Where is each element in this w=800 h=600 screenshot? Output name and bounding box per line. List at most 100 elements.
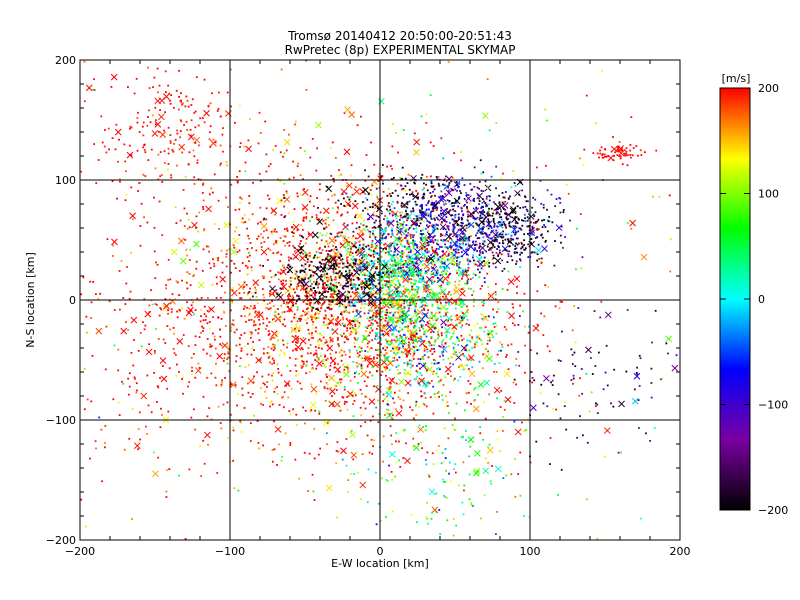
scatter-point (519, 266, 521, 268)
scatter-point (431, 210, 434, 212)
scatter-point (418, 327, 421, 329)
scatter-point (166, 325, 169, 328)
scatter-point (481, 301, 484, 304)
scatter-point (230, 383, 233, 386)
scatter-point (460, 306, 463, 308)
scatter-point (378, 314, 381, 317)
scatter-point (370, 280, 373, 282)
scatter-point (509, 207, 517, 215)
scatter-point (341, 335, 343, 338)
scatter-point (326, 387, 329, 390)
scatter-point (363, 300, 366, 303)
scatter-point (413, 181, 416, 184)
scatter-point (396, 352, 399, 354)
scatter-point (325, 341, 328, 343)
scatter-point (260, 402, 263, 405)
scatter-point (433, 263, 436, 266)
scatter-point (382, 347, 385, 350)
scatter-point (343, 385, 346, 388)
scatter-point (390, 271, 392, 273)
scatter-point (424, 211, 427, 213)
scatter-point (414, 282, 417, 285)
scatter-point (383, 218, 385, 221)
scatter-point (448, 345, 451, 348)
scatter-point (527, 418, 529, 421)
scatter-point (469, 382, 472, 385)
scatter-point (447, 437, 450, 440)
scatter-point (472, 199, 475, 202)
scatter-point (407, 363, 410, 365)
scatter-point (474, 248, 477, 251)
scatter-point (368, 248, 371, 251)
scatter-point (291, 226, 293, 228)
scatter-point (426, 261, 429, 264)
scatter-point (480, 172, 483, 175)
scatter-point (413, 214, 421, 221)
scatter-point (430, 312, 437, 320)
scatter-point (330, 356, 333, 359)
scatter-point (352, 458, 355, 461)
scatter-point (496, 353, 499, 356)
scatter-point (413, 217, 415, 220)
scatter-point (287, 298, 294, 305)
scatter-point (453, 257, 455, 260)
scatter-point (450, 188, 453, 191)
scatter-point (317, 312, 320, 315)
scatter-point (424, 279, 427, 282)
scatter-point (144, 324, 147, 327)
scatter-point (451, 176, 454, 179)
scatter-point (394, 189, 397, 192)
scatter-point (337, 231, 340, 234)
scatter-point (507, 198, 510, 200)
scatter-point (294, 358, 297, 360)
scatter-point (334, 366, 342, 373)
scatter-point (369, 419, 372, 422)
scatter-point (208, 193, 211, 196)
scatter-point (444, 297, 447, 300)
scatter-point (310, 334, 313, 337)
scatter-point (444, 193, 447, 195)
scatter-point (470, 359, 473, 362)
scatter-point (380, 242, 383, 244)
scatter-point (398, 237, 400, 240)
scatter-point (274, 387, 277, 390)
scatter-point (294, 327, 296, 330)
scatter-point (200, 315, 202, 318)
scatter-point (376, 286, 379, 289)
scatter-point (512, 225, 515, 228)
scatter-point (193, 155, 196, 158)
scatter-point (461, 177, 464, 180)
scatter-point (404, 177, 407, 180)
scatter-point (380, 289, 383, 292)
scatter-point (397, 286, 399, 288)
scatter-point (420, 338, 422, 340)
scatter-point (187, 105, 190, 108)
scatter-point (396, 220, 399, 223)
scatter-point (559, 197, 562, 200)
scatter-point (531, 381, 534, 384)
scatter-point (330, 315, 333, 318)
scatter-point (410, 266, 413, 269)
scatter-point (488, 199, 491, 202)
scatter-point (346, 327, 349, 330)
scatter-point (394, 259, 396, 262)
scatter-point (83, 367, 86, 370)
scatter-point (486, 342, 489, 345)
scatter-point (345, 273, 348, 276)
scatter-point (532, 324, 540, 332)
scatter-point (427, 356, 430, 359)
scatter-point (517, 230, 520, 233)
scatter-point (471, 294, 474, 296)
scatter-point (487, 203, 490, 206)
scatter-point (246, 265, 249, 268)
scatter-point (459, 246, 462, 248)
scatter-point (117, 160, 119, 163)
scatter-point (466, 344, 469, 346)
scatter-point (459, 267, 462, 269)
scatter-point (369, 206, 372, 209)
scatter-point (426, 276, 433, 283)
scatter-point (391, 145, 394, 148)
scatter-point (500, 218, 503, 221)
scatter-point (323, 227, 326, 230)
scatter-point (345, 306, 348, 308)
